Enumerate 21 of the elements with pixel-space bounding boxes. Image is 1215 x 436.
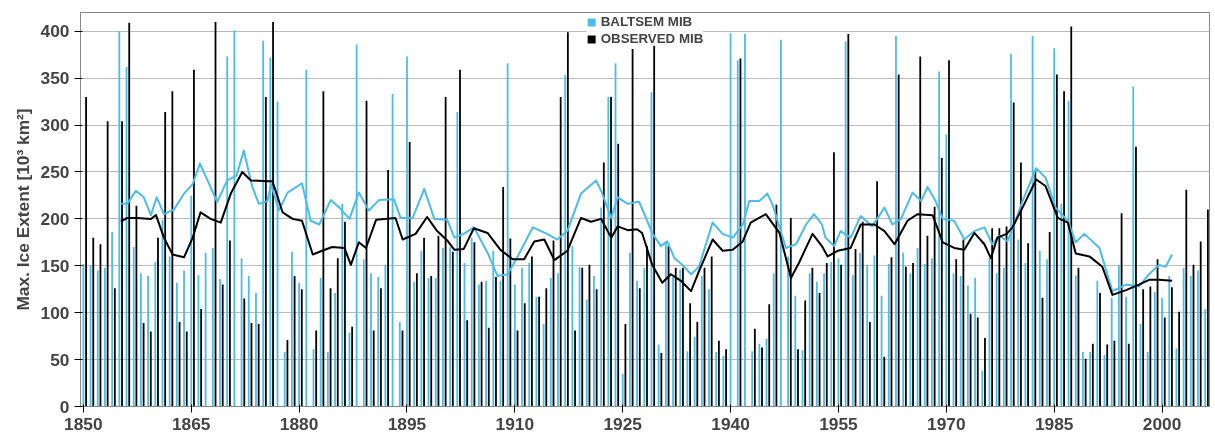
x-tick-label: 1880 [279,413,319,434]
y-tick-label: 150 [40,255,70,276]
x-tick-label: 1865 [171,413,211,434]
x-tick-label: 1895 [387,413,427,434]
y-tick-label: 50 [50,349,70,370]
x-tick-label: 1970 [927,413,966,434]
x-tick-label: 1985 [1034,413,1074,434]
x-tick-label: 2000 [1142,413,1182,434]
x-tick-label: 1910 [495,413,535,434]
legend-label: OBSERVED MIB [600,31,704,46]
y-tick-label: 400 [40,21,70,42]
y-tick-label: 200 [40,208,70,229]
x-tick-label: 1940 [711,413,750,434]
legend-label: BALTSEM MIB [600,14,693,29]
x-tick-label: 1955 [819,413,859,434]
y-tick-label: 350 [40,68,70,89]
y-tick-label: 300 [40,115,70,136]
y-axis-title: Max. Ice Extent [10³ km²] [12,108,33,311]
y-tick-label: 250 [40,161,70,182]
x-tick-label: 1925 [603,413,643,434]
y-tick-label: 100 [40,302,70,323]
